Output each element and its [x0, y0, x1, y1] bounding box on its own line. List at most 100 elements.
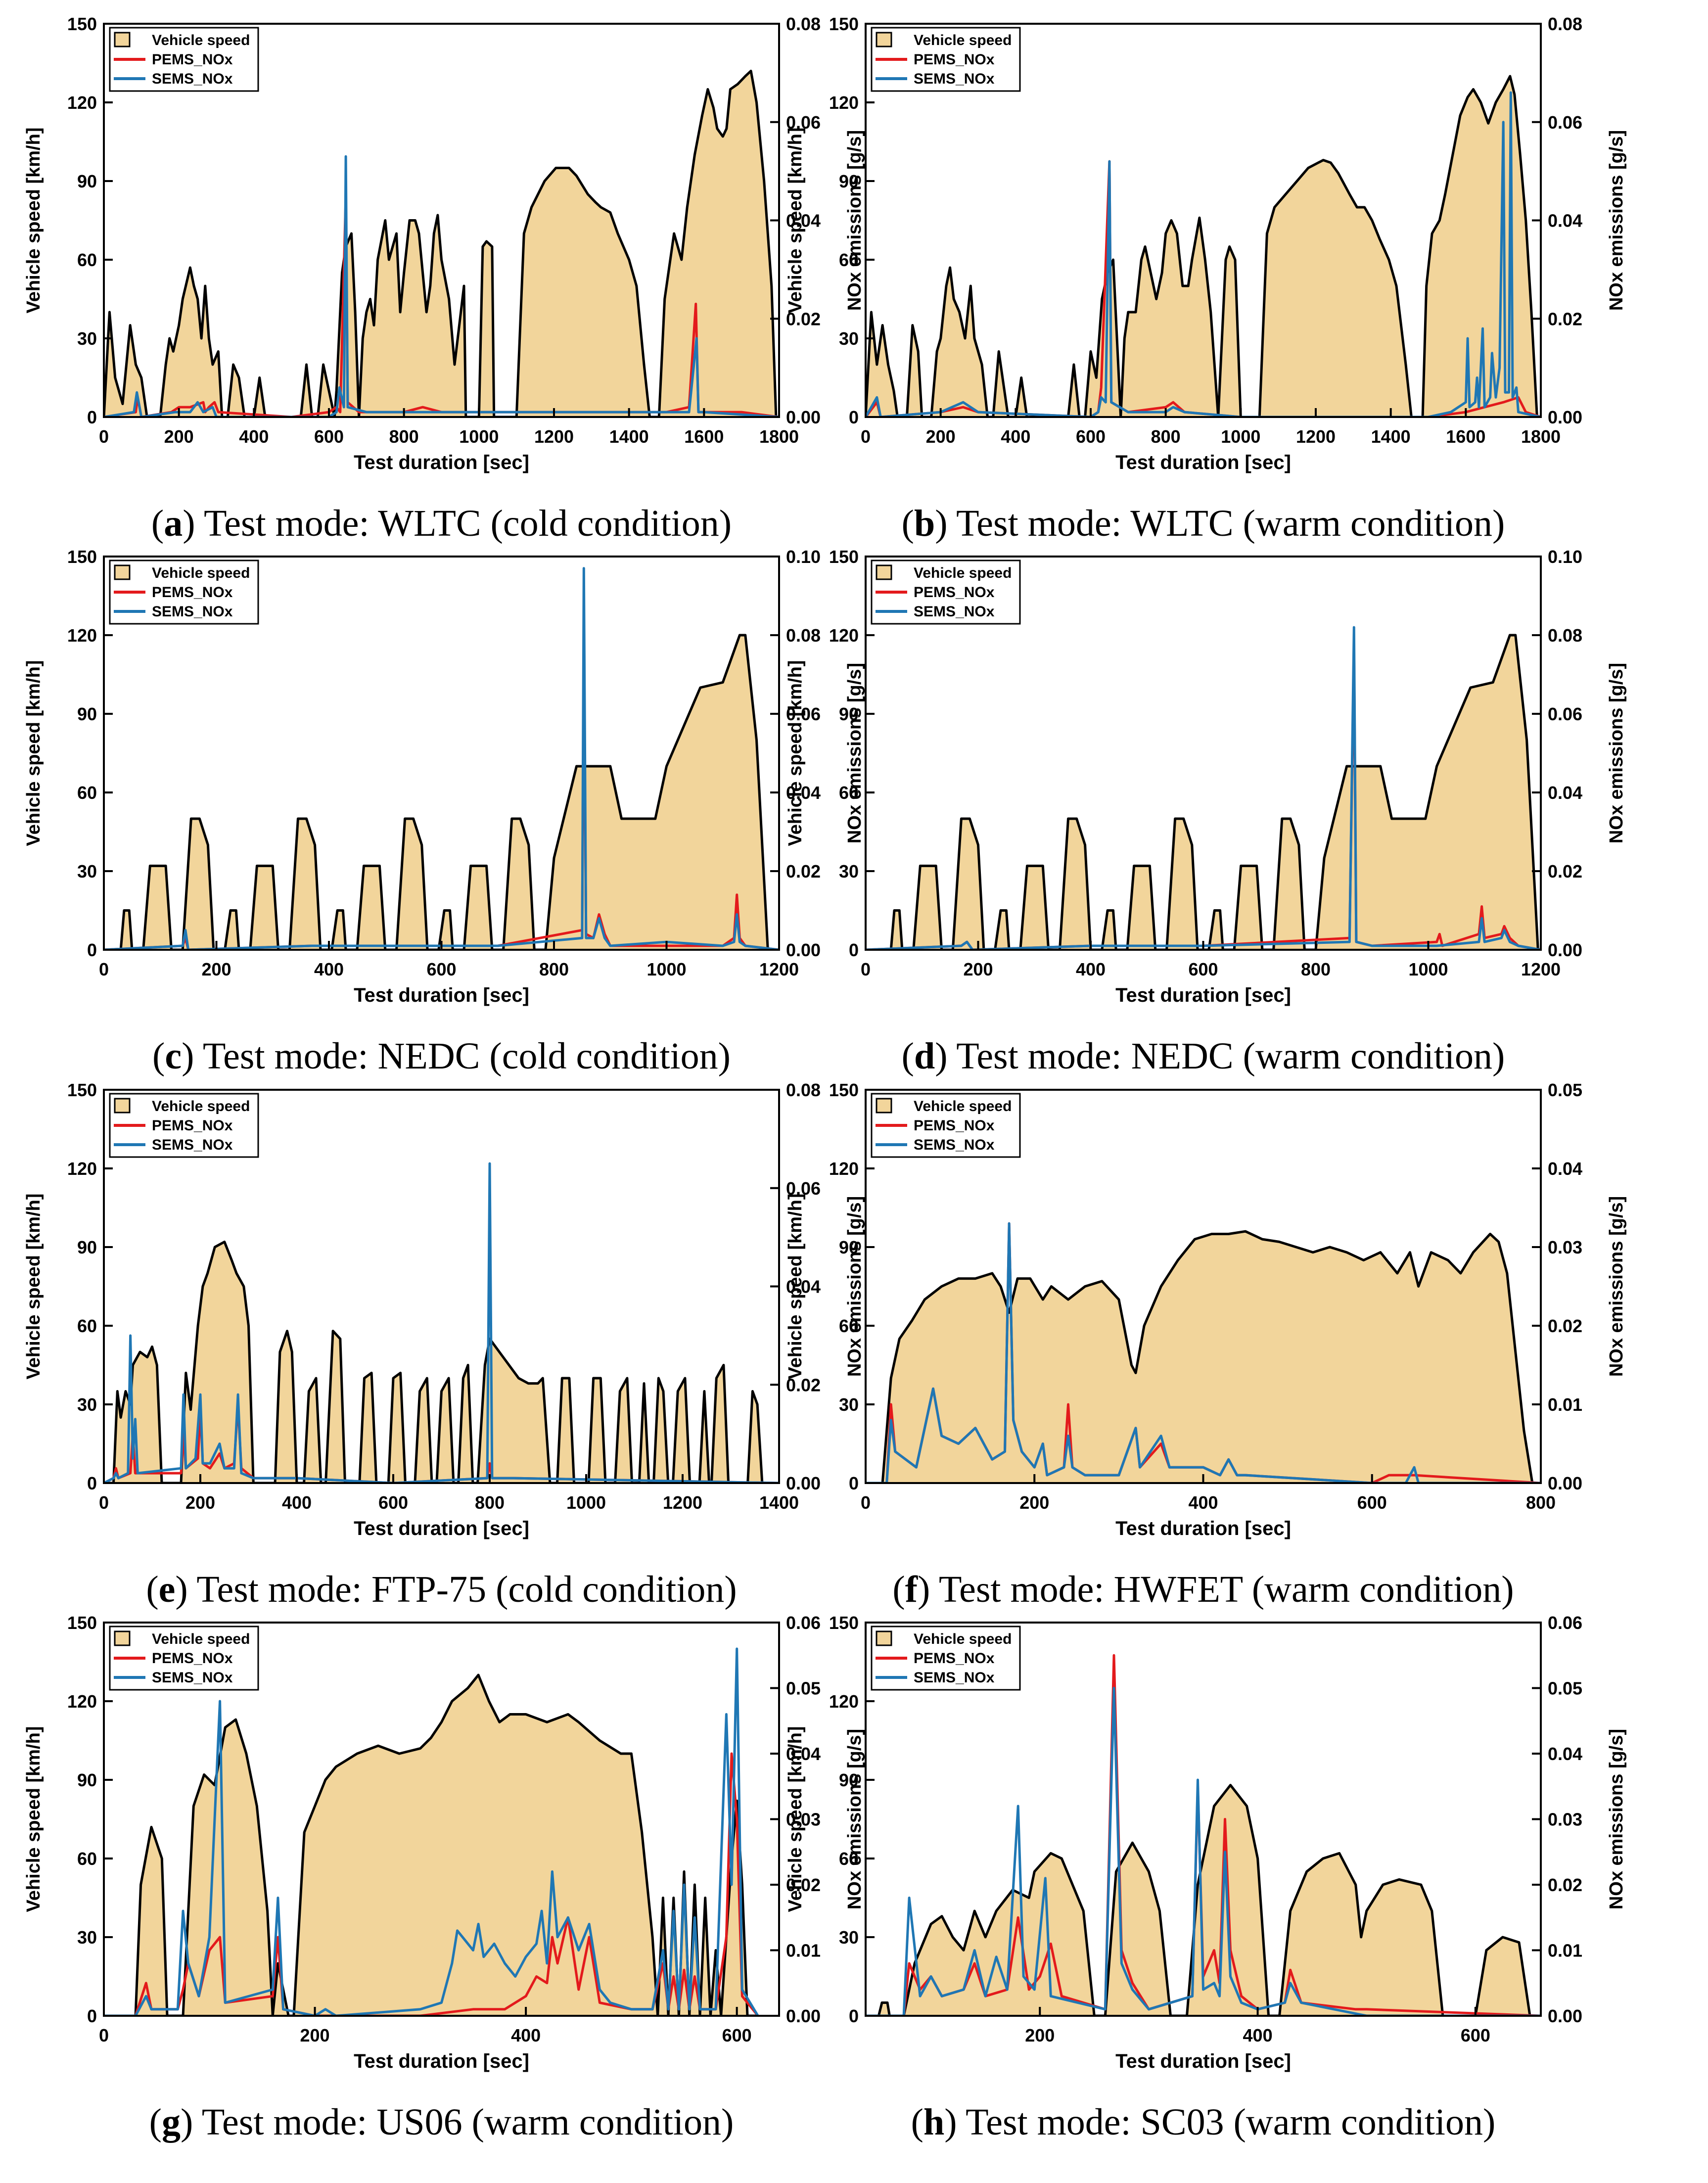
panel-caption: (g) Test mode: US06 (warm condition)	[149, 2101, 734, 2143]
legend-swatch-speed	[876, 1098, 892, 1114]
y-left-tick-label: 150	[829, 1080, 859, 1100]
legend-label-speed: Vehicle speed	[152, 1098, 250, 1115]
y-left-tick-label: 150	[67, 14, 97, 34]
y-left-axis-title: Vehicle speed [km/h]	[23, 1726, 44, 1912]
panel-caption: (e) Test mode: FTP-75 (cold condition)	[146, 1569, 737, 1610]
speed-line	[866, 75, 1538, 417]
sems-nox-line	[104, 1162, 779, 1483]
caption-letter: c	[165, 1035, 182, 1077]
y-right-tick-label: 0.01	[786, 1941, 821, 1961]
speed-area	[866, 1785, 1530, 2016]
caption-text: ) Test mode: FTP-75 (cold condition)	[175, 1569, 737, 1610]
x-tick-label: 200	[1025, 2025, 1055, 2045]
y-left-tick-label: 0	[849, 1473, 859, 1493]
x-tick-label: 600	[426, 959, 456, 979]
sems-nox-line	[104, 1647, 759, 2016]
y-left-tick-label: 90	[77, 1237, 97, 1257]
x-tick-label: 0	[861, 1492, 871, 1513]
speed-area	[866, 1231, 1532, 1483]
y-left-tick-label: 60	[839, 1849, 859, 1869]
y-left-tick-label: 30	[839, 861, 859, 882]
x-tick-label: 1200	[663, 1492, 702, 1513]
caption-open: (	[149, 2101, 162, 2143]
y-left-tick-label: 60	[77, 1849, 97, 1869]
x-tick-label: 1600	[1446, 426, 1485, 447]
x-axis-title: Test duration [sec]	[1115, 1518, 1291, 1539]
y-left-tick-label: 30	[77, 1927, 97, 1948]
caption-open: (	[152, 1035, 165, 1077]
x-tick-label: 1200	[534, 426, 574, 447]
legend-label-sems: SEMS_NOx	[914, 71, 995, 87]
y-left-tick-label: 120	[829, 93, 859, 113]
y-right-axis-title: NOx emissions [g/s]	[844, 1196, 865, 1377]
y-left-tick-label: 120	[67, 1159, 97, 1179]
panel-caption: (h) Test mode: SC03 (warm condition)	[911, 2101, 1496, 2143]
chart-panel-e: 0 200 400 600 800 1000 1200 140003060901201500.…	[23, 1080, 865, 1610]
chart-panel-a: 0 200 400 600 800 1000 1200 1400 1600 18000306090…	[23, 14, 865, 544]
y-left-axis-title: Vehicle speed [km/h]	[785, 128, 806, 314]
x-tick-label: 800	[389, 426, 419, 447]
legend-swatch-speed	[876, 564, 892, 580]
x-tick-label: 600	[1461, 2025, 1490, 2045]
caption-letter: f	[905, 1569, 919, 1610]
x-tick-label: 1800	[1521, 426, 1561, 447]
caption-open: (	[902, 1035, 914, 1077]
y-right-tick-label: 0.02	[1548, 1316, 1582, 1336]
x-tick-label: 200	[963, 959, 993, 979]
y-right-tick-label: 0.02	[786, 1375, 821, 1395]
panel-caption: (a) Test mode: WLTC (cold condition)	[151, 503, 732, 544]
y-right-tick-label: 0.00	[1548, 1473, 1582, 1493]
legend-label-speed: Vehicle speed	[914, 32, 1012, 48]
x-tick-label: 400	[1188, 1492, 1218, 1513]
panel-caption: (f) Test mode: HWFET (warm condition)	[892, 1569, 1514, 1610]
chart-panel-f: 0 200 400 600 800 0 30 60 90 120 150 0.00 0.01 0.02 0.…	[785, 1080, 1627, 1610]
y-right-tick-label: 0.00	[786, 407, 821, 427]
y-right-tick-label: 0.04	[1548, 783, 1582, 803]
y-left-tick-label: 0	[87, 940, 97, 960]
caption-text: ) Test mode: WLTC (warm condition)	[935, 503, 1505, 544]
caption-text: ) Test mode: HWFET (warm condition)	[918, 1569, 1514, 1610]
x-tick-label: 0	[99, 426, 109, 447]
x-axis-title: Test duration [sec]	[354, 984, 529, 1006]
sems-nox-line	[866, 91, 1541, 417]
x-tick-label: 1000	[459, 426, 499, 447]
y-right-tick-label: 0.02	[786, 861, 821, 882]
legend-label-pems: PEMS_NOx	[152, 1650, 233, 1667]
chart-panel-d: 0 200 400 600 800 1000 1200 0 30 60 90 120 150 0.00 0.…	[785, 547, 1627, 1077]
caption-letter: e	[159, 1569, 176, 1610]
sems-nox-line	[104, 155, 779, 417]
y-right-tick-label: 0.04	[1548, 211, 1582, 231]
y-left-tick-label: 90	[839, 1770, 859, 1790]
y-right-tick-label: 0.00	[1548, 407, 1582, 427]
y-left-tick-label: 90	[77, 704, 97, 724]
y-right-axis-title: NOx emissions [g/s]	[844, 663, 865, 843]
speed-area	[104, 635, 768, 950]
chart-panel-h: 200 400 600 0 30 60 90 120 150 0.00 0.01 0.02 0.03 0.…	[785, 1613, 1627, 2143]
y-left-tick-label: 120	[67, 93, 97, 113]
legend-label-sems: SEMS_NOx	[152, 1670, 233, 1686]
y-left-axis-title: Vehicle speed [km/h]	[23, 128, 44, 314]
sems-nox-line	[866, 626, 1541, 950]
caption-text: ) Test mode: WLTC (cold condition)	[183, 503, 732, 544]
speed-line	[866, 634, 1539, 950]
y-right-tick-label: 0.05	[786, 1678, 821, 1699]
legend-label-speed: Vehicle speed	[914, 1631, 1012, 1647]
speed-line	[104, 69, 778, 417]
legend-label-pems: PEMS_NOx	[152, 51, 233, 68]
x-tick-label: 200	[185, 1492, 215, 1513]
y-left-tick-label: 30	[839, 328, 859, 349]
y-right-tick-label: 0.02	[1548, 861, 1582, 882]
y-right-tick-label: 0.04	[1548, 1159, 1582, 1179]
y-right-tick-label: 0.04	[1548, 1744, 1582, 1764]
caption-open: (	[892, 1569, 905, 1610]
x-tick-label: 200	[164, 426, 194, 447]
legend-label-sems: SEMS_NOx	[914, 1137, 995, 1153]
x-tick-label: 1600	[684, 426, 724, 447]
legend-label-speed: Vehicle speed	[914, 1098, 1012, 1115]
y-left-tick-label: 150	[829, 1613, 859, 1633]
y-left-tick-label: 30	[77, 1394, 97, 1415]
x-tick-label: 600	[722, 2025, 752, 2045]
x-tick-label: 1000	[1408, 959, 1448, 979]
y-right-axis-title: NOx emissions [g/s]	[844, 1729, 865, 1909]
